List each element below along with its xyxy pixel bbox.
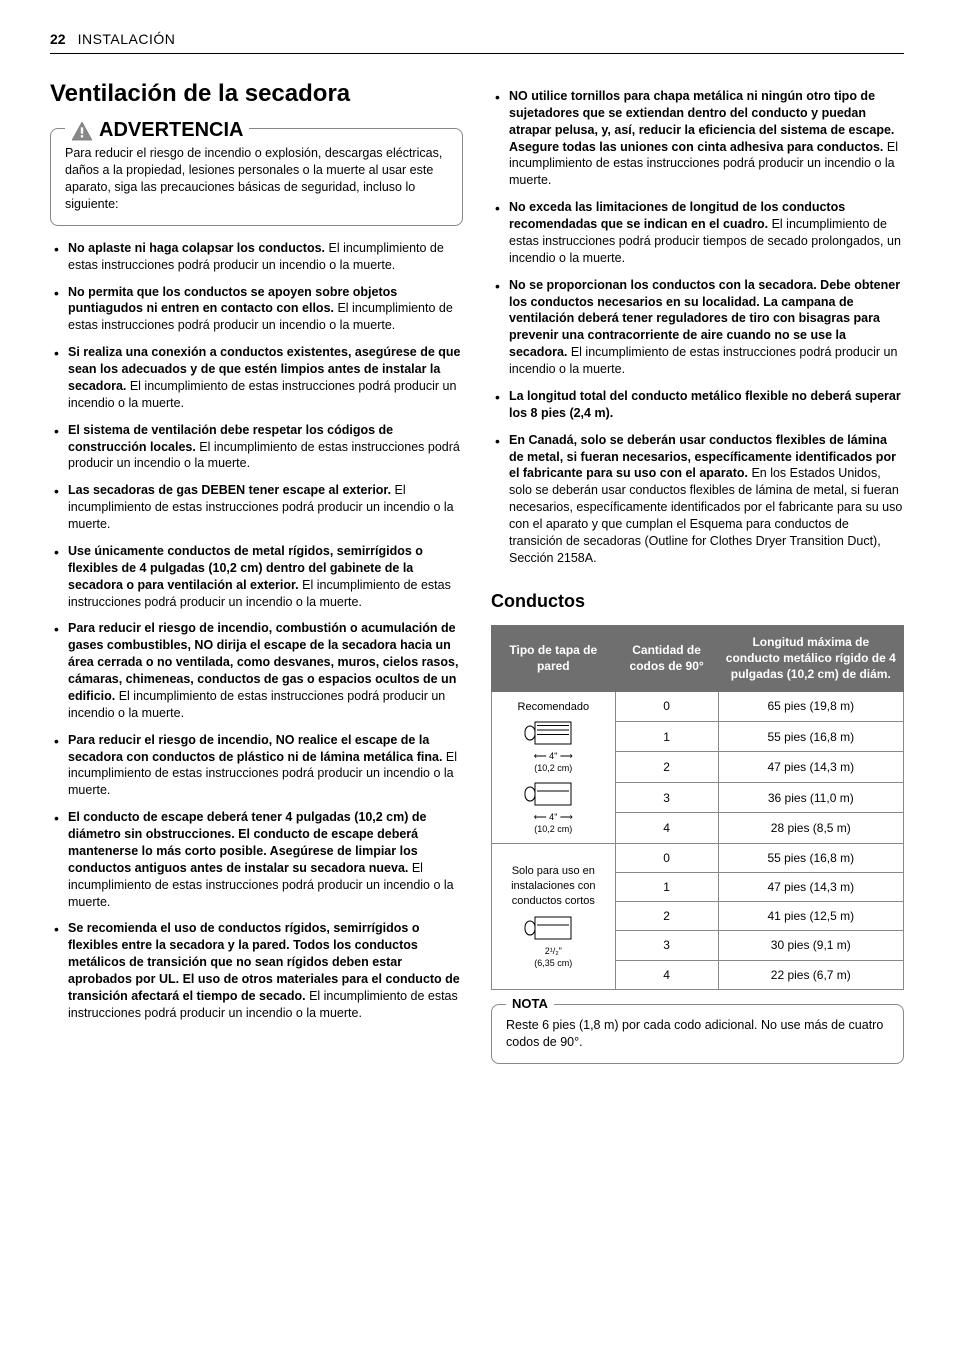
left-column: Ventilación de la secadora ADVERTENCIA P…	[50, 78, 463, 1064]
elbows-cell: 4	[615, 960, 718, 989]
right-column: NO utilice tornillos para chapa metálica…	[491, 78, 904, 1064]
elbows-cell: 0	[615, 691, 718, 721]
length-cell: 30 pies (9,1 m)	[718, 931, 903, 960]
bullet-item: El conducto de escape deberá tener 4 pul…	[50, 809, 463, 910]
section-name: INSTALACIÓN	[78, 30, 176, 49]
ductwork-title: Conductos	[491, 589, 904, 613]
length-cell: 55 pies (16,8 m)	[718, 843, 903, 872]
bullet-bold: Las secadoras de gas DEBEN tener escape …	[68, 483, 391, 497]
length-cell: 65 pies (19,8 m)	[718, 691, 903, 721]
length-cell: 36 pies (11,0 m)	[718, 782, 903, 812]
bullet-bold: No aplaste ni haga colapsar los conducto…	[68, 241, 325, 255]
bullet-item: No aplaste ni haga colapsar los conducto…	[50, 240, 463, 274]
note-box: NOTA Reste 6 pies (1,8 m) por cada codo …	[491, 1004, 904, 1064]
page-number: 22	[50, 30, 66, 49]
bullet-bold: La longitud total del conducto metálico …	[509, 389, 901, 420]
elbows-cell: 3	[615, 931, 718, 960]
bullet-item: Si realiza una conexión a conductos exis…	[50, 344, 463, 412]
bullet-rest: El incumplimiento de estas instrucciones…	[68, 379, 456, 410]
warning-icon	[71, 121, 93, 141]
hood-type-cell: Recomendado ⟵ 4" ⟶(10,2 cm) ⟵ 4" ⟶(10,2 …	[492, 691, 616, 843]
bullet-item: Para reducir el riesgo de incendio, comb…	[50, 620, 463, 721]
bullet-bold: NO utilice tornillos para chapa metálica…	[509, 89, 894, 154]
table-header-length: Longitud máxima de conducto metálico ríg…	[718, 625, 903, 691]
right-bullet-list: NO utilice tornillos para chapa metálica…	[491, 88, 904, 567]
bullet-item: No se proporcionan los conductos con la …	[491, 277, 904, 378]
warning-box: ADVERTENCIA Para reducir el riesgo de in…	[50, 128, 463, 226]
elbows-cell: 1	[615, 873, 718, 902]
bullet-item: Se recomienda el uso de conductos rígido…	[50, 920, 463, 1021]
hood-type-cell: Solo para uso en instalaciones con condu…	[492, 843, 616, 989]
page-title: Ventilación de la secadora	[50, 78, 463, 110]
length-cell: 47 pies (14,3 m)	[718, 752, 903, 782]
bullet-item: En Canadá, solo se deberán usar conducto…	[491, 432, 904, 567]
table-row: Solo para uso en instalaciones con condu…	[492, 843, 904, 872]
warning-label: ADVERTENCIA	[99, 117, 243, 144]
bullet-item: Para reducir el riesgo de incendio, NO r…	[50, 732, 463, 800]
warning-text: Para reducir el riesgo de incendio o exp…	[65, 145, 448, 213]
note-label: NOTA	[512, 996, 548, 1011]
length-cell: 41 pies (12,5 m)	[718, 902, 903, 931]
bullet-item: No permita que los conductos se apoyen s…	[50, 284, 463, 335]
bullet-bold: El conducto de escape deberá tener 4 pul…	[68, 810, 426, 875]
elbows-cell: 4	[615, 813, 718, 844]
elbows-cell: 0	[615, 843, 718, 872]
note-text: Reste 6 pies (1,8 m) por cada codo adici…	[506, 1017, 889, 1051]
bullet-item: La longitud total del conducto metálico …	[491, 388, 904, 422]
table-header-type: Tipo de tapa de pared	[492, 625, 616, 691]
bullet-bold: Para reducir el riesgo de incendio, NO r…	[68, 733, 442, 764]
bullet-rest: En los Estados Unidos, solo se deberán u…	[509, 466, 902, 564]
bullet-item: NO utilice tornillos para chapa metálica…	[491, 88, 904, 189]
hood-type-label: Recomendado	[498, 700, 609, 715]
elbows-cell: 3	[615, 782, 718, 812]
bullet-rest: El incumplimiento de estas instrucciones…	[68, 689, 445, 720]
table-header-elbows: Cantidad de codos de 90°	[615, 625, 718, 691]
length-cell: 55 pies (16,8 m)	[718, 721, 903, 751]
elbows-cell: 2	[615, 902, 718, 931]
elbows-cell: 2	[615, 752, 718, 782]
bullet-item: Use únicamente conductos de metal rígido…	[50, 543, 463, 611]
hood-dim: ⟵ 4" ⟶(10,2 cm)	[498, 750, 609, 774]
bullet-item: Las secadoras de gas DEBEN tener escape …	[50, 482, 463, 533]
table-row: Recomendado ⟵ 4" ⟶(10,2 cm) ⟵ 4" ⟶(10,2 …	[492, 691, 904, 721]
ductwork-table: Tipo de tapa de pared Cantidad de codos …	[491, 625, 904, 990]
bullet-item: No exceda las limitaciones de longitud d…	[491, 199, 904, 267]
hood-dim: ⟵ 4" ⟶(10,2 cm)	[498, 811, 609, 835]
hood-dim: 2¹/₂"(6,35 cm)	[498, 945, 609, 969]
length-cell: 47 pies (14,3 m)	[718, 873, 903, 902]
bullet-rest: El incumplimiento de estas instrucciones…	[509, 345, 897, 376]
page-header: 22 INSTALACIÓN	[50, 30, 904, 54]
length-cell: 22 pies (6,7 m)	[718, 960, 903, 989]
length-cell: 28 pies (8,5 m)	[718, 813, 903, 844]
hood-type-label: Solo para uso en instalaciones con condu…	[498, 864, 609, 909]
bullet-item: El sistema de ventilación debe respetar …	[50, 422, 463, 473]
elbows-cell: 1	[615, 721, 718, 751]
left-bullet-list: No aplaste ni haga colapsar los conducto…	[50, 240, 463, 1022]
